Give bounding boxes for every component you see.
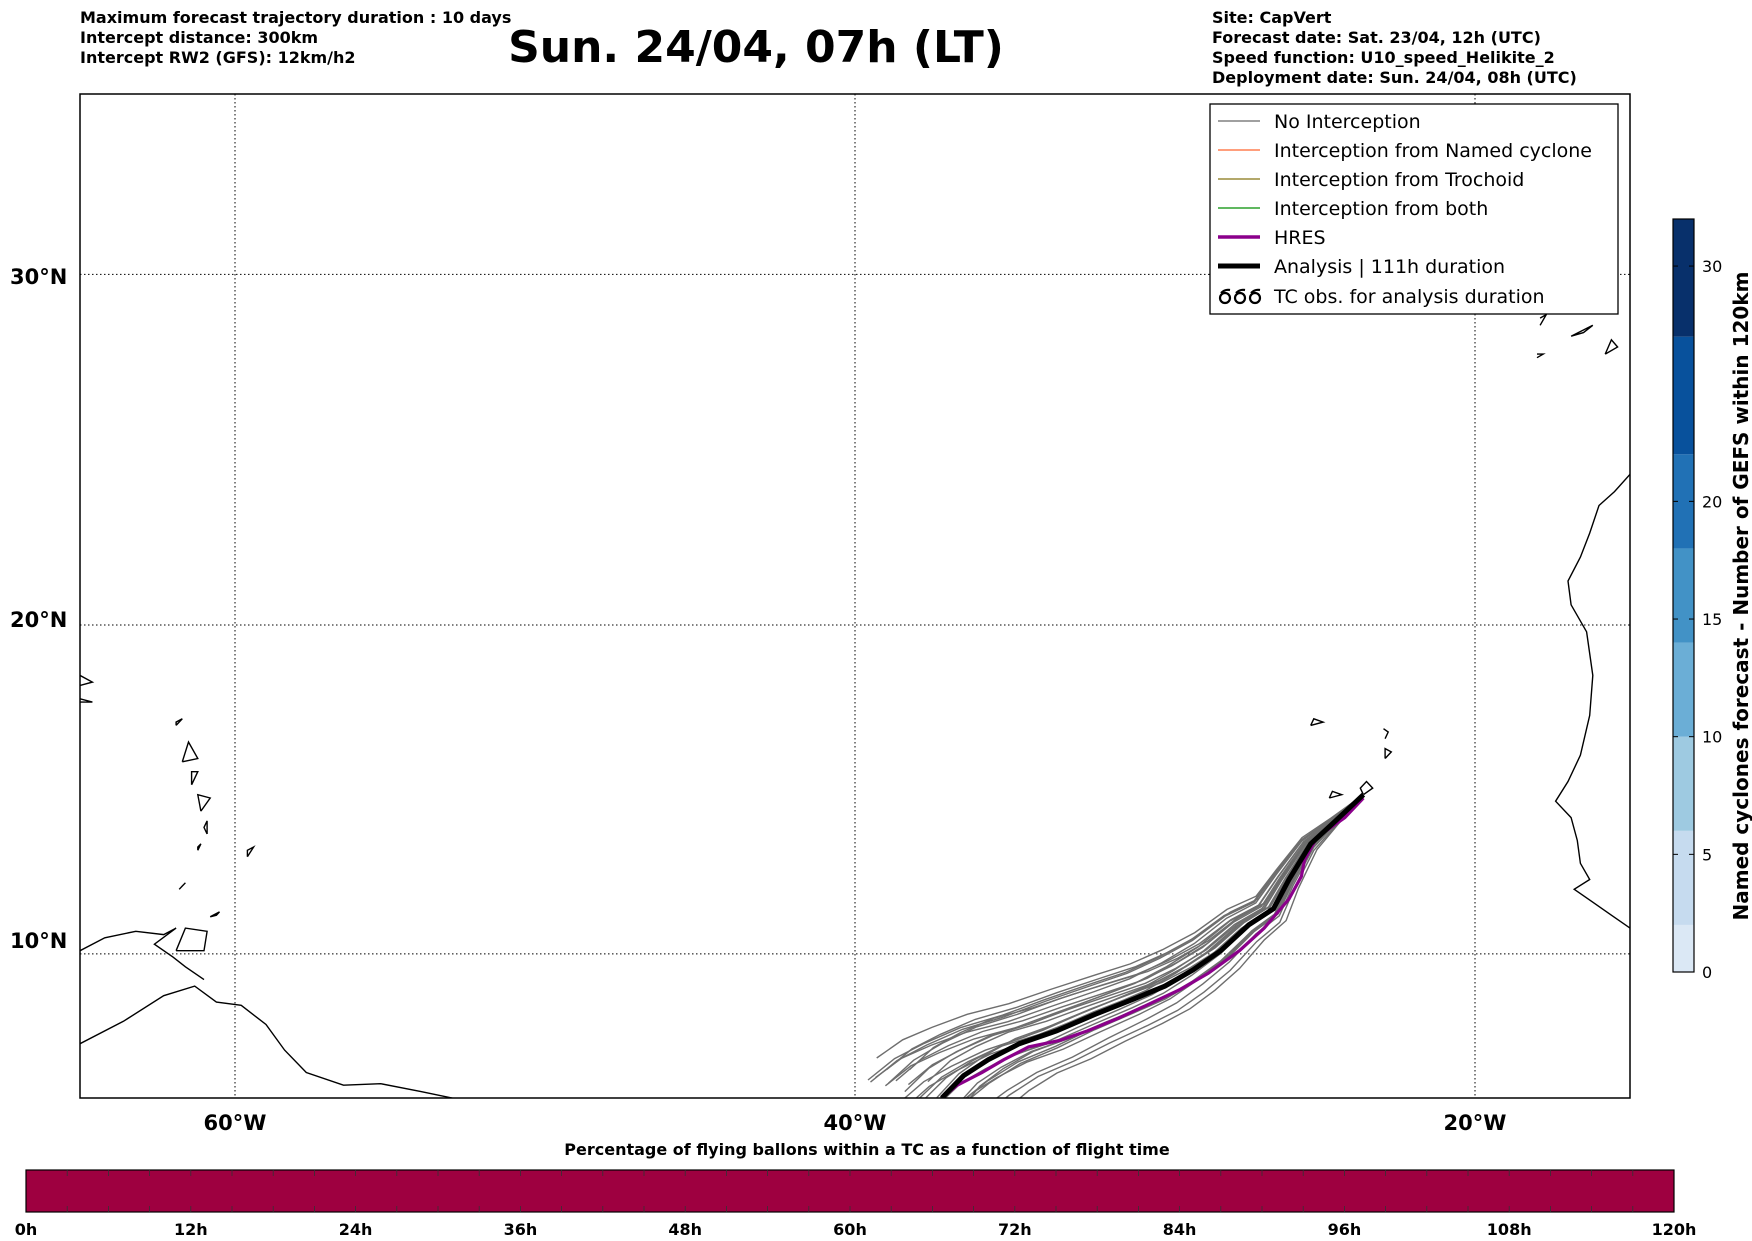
- coastline-segment: [80, 698, 93, 703]
- legend-label-analysis: Analysis | 111h duration: [1274, 256, 1505, 278]
- coastline-segment: [196, 793, 212, 812]
- ensemble-trajectory: [1018, 794, 1364, 1098]
- coastline-segment: [1383, 728, 1390, 739]
- bottom-colorbar: Percentage of flying ballons within a TC…: [15, 1140, 1697, 1239]
- lon-label-40w: 40°W: [824, 1111, 887, 1135]
- coastline-segment: [80, 985, 454, 1098]
- header-right-info: Site: CapVert Forecast date: Sat. 23/04,…: [1212, 8, 1577, 88]
- bottom-colorbar-tick-label: 12h: [174, 1220, 208, 1239]
- analysis-trajectory: [940, 792, 1366, 1098]
- ensemble-trajectory: [870, 794, 1364, 1083]
- bottom-colorbar-tick-label: 96h: [1328, 1220, 1362, 1239]
- coastline-segment: [190, 771, 199, 786]
- legend-label-named-cyclone: Interception from Named cyclone: [1274, 140, 1592, 162]
- right-colorbar-segment: [1673, 336, 1694, 455]
- deployment-date-text: Deployment date: Sun. 24/04, 08h (UTC): [1212, 68, 1577, 87]
- site-text: Site: CapVert: [1212, 8, 1332, 27]
- lon-label-60w: 60°W: [204, 1111, 267, 1135]
- title-text: Sun. 24/04, 07h (LT): [508, 22, 1004, 73]
- hres-trajectory: [940, 796, 1365, 1098]
- coastline-segment: [1310, 717, 1326, 727]
- right-colorbar-ticks: 0 5 10 15 20 30: [1673, 257, 1722, 982]
- lat-label-20n: 20°N: [10, 608, 67, 632]
- speed-function-text: Speed function: U10_speed_Helikite_2: [1212, 48, 1555, 67]
- forecast-date-text: Forecast date: Sat. 23/04, 12h (UTC): [1212, 28, 1541, 47]
- coastline-segment: [80, 927, 205, 981]
- page-title: Sun. 24/04, 07h (LT): [0, 22, 1752, 73]
- bottom-colorbar-minor-ticks: [66, 1170, 1634, 1212]
- right-colorbar-tick-label: 10: [1702, 728, 1722, 747]
- right-colorbar-tick-label: 15: [1702, 610, 1722, 629]
- coastline-segment: [1649, 322, 1668, 340]
- ensemble-trajectory: [927, 794, 1364, 1083]
- coastline-segment: [175, 927, 208, 952]
- bottom-colorbar-tick-label: 108h: [1487, 1220, 1532, 1239]
- gridlines: [80, 94, 1630, 1098]
- right-colorbar-tick-label: 20: [1702, 492, 1722, 511]
- coastline-segment: [80, 674, 95, 687]
- coastline-segment: [1570, 324, 1594, 337]
- coastline-segment: [178, 882, 186, 890]
- right-colorbar-segment: [1673, 548, 1694, 643]
- max-duration-text: Maximum forecast trajectory duration : 1…: [80, 8, 512, 27]
- right-colorbar-tick-label: 30: [1702, 257, 1722, 276]
- coastline-segment: [1536, 353, 1546, 359]
- right-colorbar-segment: [1673, 736, 1694, 831]
- coastline-segment: [246, 845, 256, 858]
- bottom-colorbar-tick-label: 0h: [15, 1220, 38, 1239]
- right-colorbar-segment: [1673, 830, 1694, 925]
- legend: No Interception Interception from Named …: [1209, 103, 1619, 315]
- coastline-segment: [1604, 338, 1619, 355]
- lat-label-10n: 10°N: [10, 929, 67, 953]
- coastline-segment: [1554, 473, 1630, 929]
- coastline-segment: [181, 740, 199, 763]
- legend-label-hres: HRES: [1274, 227, 1326, 249]
- coastline-segment: [209, 911, 221, 918]
- legend-label-trochoid: Interception from Trochoid: [1274, 169, 1524, 191]
- right-colorbar: 0 5 10 15 20 30 Named cyclones forecast - Num…: [1672, 218, 1752, 982]
- coastline-segment: [197, 843, 202, 851]
- bottom-colorbar-tick-label: 72h: [998, 1220, 1032, 1239]
- coastline-segment: [175, 718, 183, 726]
- bottom-colorbar-title: Percentage of flying ballons within a TC…: [564, 1140, 1170, 1159]
- bottom-colorbar-tick-label: 120h: [1652, 1220, 1697, 1239]
- lat-label-30n: 30°N: [10, 265, 67, 289]
- coastline-segment: [1359, 780, 1374, 796]
- right-colorbar-segment: [1673, 454, 1694, 549]
- right-colorbar-segment: [1673, 219, 1694, 337]
- bottom-colorbar-tick-label: 24h: [339, 1220, 373, 1239]
- bottom-colorbar-tick-label: 84h: [1163, 1220, 1197, 1239]
- legend-label-both: Interception from both: [1274, 198, 1488, 220]
- right-colorbar-label: Named cyclones forecast - Number of GEFS…: [1729, 272, 1752, 921]
- right-colorbar-segment: [1673, 924, 1694, 972]
- right-colorbar-tick-label: 0: [1702, 963, 1712, 982]
- bottom-colorbar-tick-label: 60h: [833, 1220, 867, 1239]
- bottom-colorbar-tick-label: 48h: [668, 1220, 702, 1239]
- coastline-segment: [1328, 790, 1345, 799]
- legend-box: [1209, 103, 1619, 315]
- bottom-colorbar-fill: [25, 1169, 1675, 1213]
- ensemble-trajectory: [895, 794, 1364, 1082]
- bottom-colorbar-tick-label: 36h: [504, 1220, 538, 1239]
- coastline-segment: [203, 820, 208, 835]
- map-frame: [79, 93, 1631, 1099]
- lon-label-20w: 20°W: [1444, 1111, 1507, 1135]
- legend-label-tc-obs: TC obs. for analysis duration: [1273, 286, 1545, 308]
- right-colorbar-frame: [1672, 218, 1695, 973]
- tc-symbol-icon: [1218, 288, 1262, 305]
- ensemble-trajectory: [915, 794, 1364, 1098]
- right-colorbar-segment: [1673, 642, 1694, 737]
- ensemble-trajectory: [876, 794, 1364, 1059]
- legend-label-no-interception: No Interception: [1274, 111, 1421, 133]
- intercept-rw2-text: Intercept RW2 (GFS): 12km/h2: [80, 48, 356, 67]
- ensemble-trajectory: [875, 794, 1364, 1079]
- coastline-segment: [1384, 747, 1393, 759]
- header-left-info: Maximum forecast trajectory duration : 1…: [80, 8, 511, 68]
- intercept-distance-text: Intercept distance: 300km: [80, 28, 319, 47]
- bottom-colorbar-ticks: 0h 12h 24h 36h 48h 60h 72h 84h 96h 108h 120h: [15, 1220, 1697, 1239]
- right-colorbar-segments: [1673, 219, 1694, 972]
- right-colorbar-tick-label: 5: [1702, 845, 1712, 864]
